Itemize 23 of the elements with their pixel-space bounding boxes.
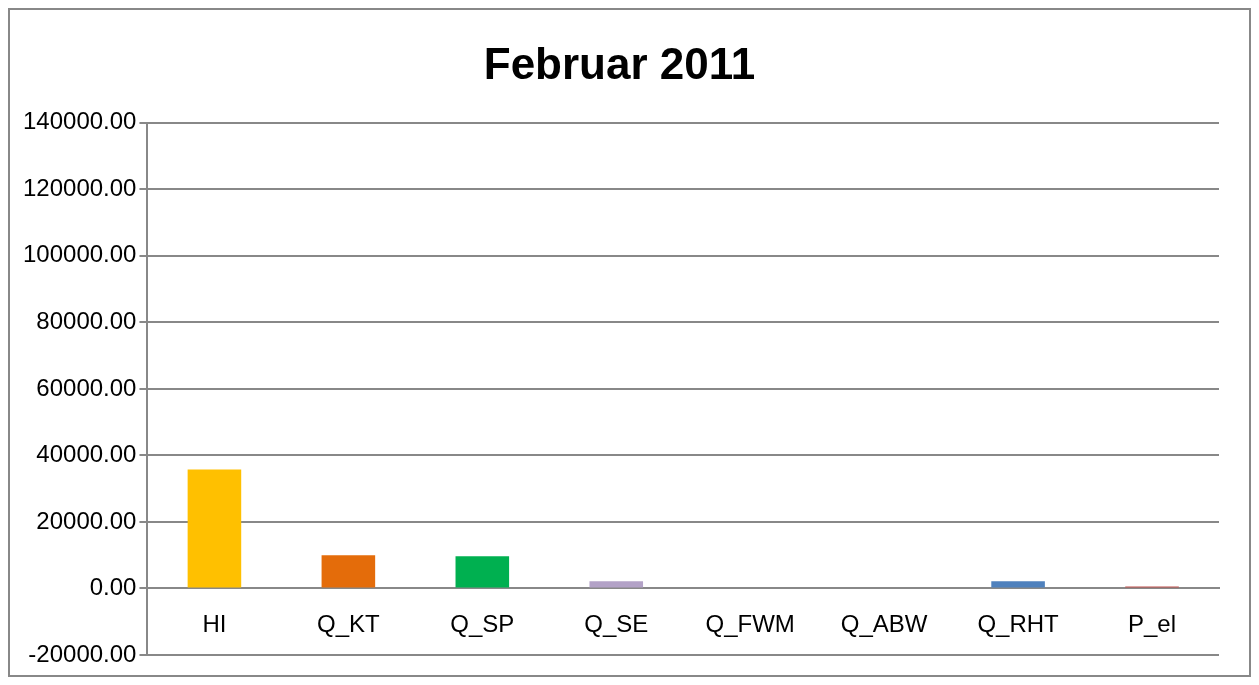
bar [589,581,644,588]
y-tick-label: 60000.00 [36,373,137,401]
x-tick-label: Q_SP [450,609,515,637]
x-tick-label: Q_ABW [840,609,928,637]
x-tick-label: HI [202,609,227,637]
y-tick-label: 40000.00 [36,440,137,468]
y-tick-label: 80000.00 [36,307,137,334]
y-tick-label: 0.00 [89,573,137,601]
y-tick-label: 20000.00 [36,506,137,534]
x-tick-label: P_el [1128,609,1177,637]
bar [321,555,376,588]
y-tick-label: -20000.00 [28,639,137,667]
x-tick-label: Q_FWM [705,609,795,637]
bar [455,556,510,588]
x-tick-label: Q_KT [317,609,381,637]
bar [187,469,242,588]
bar [991,581,1045,588]
y-tick-label: 140000.00 [23,107,137,135]
x-tick-label: Q_SE [584,609,649,637]
y-tick-label: 100000.00 [23,240,137,268]
x-tick-label: Q_RHT [977,609,1060,637]
y-tick-label: 120000.00 [23,173,137,201]
chart-title: Februar 2011 [483,38,756,88]
